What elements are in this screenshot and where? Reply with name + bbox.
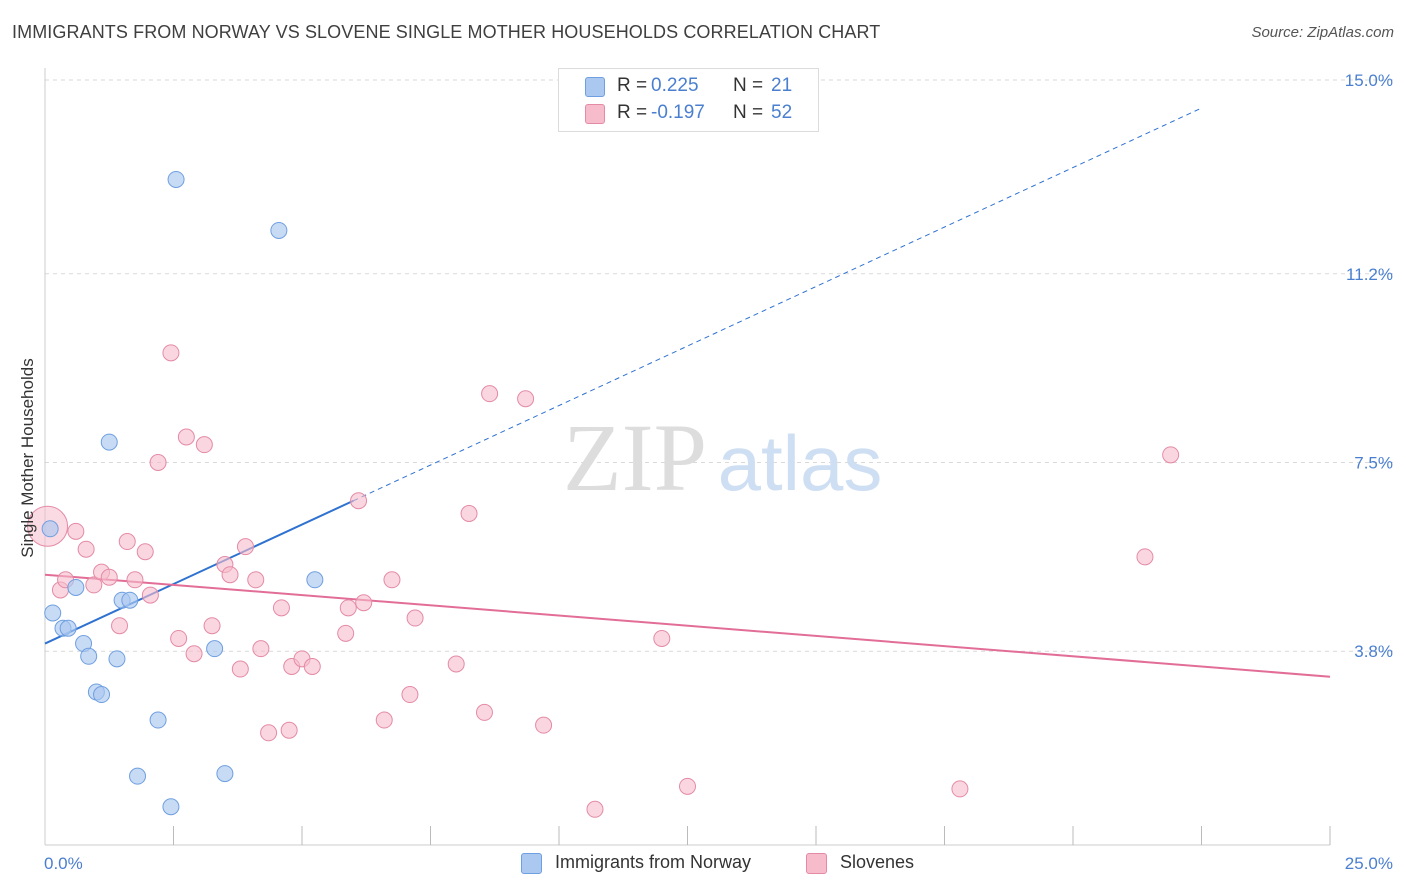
slovenes-point — [260, 724, 278, 742]
slovenes-point — [67, 522, 85, 540]
norway-trend-extension — [353, 107, 1202, 502]
y-tick-label: 3.8% — [1354, 642, 1393, 661]
y-tick-label: 7.5% — [1354, 454, 1393, 473]
bottom-legend-swatch-slovenes — [806, 853, 827, 874]
slovenes-point — [170, 629, 188, 647]
slovenes-point — [252, 640, 270, 658]
slovenes-point — [517, 390, 535, 408]
slovenes-point — [126, 571, 144, 589]
axes — [44, 68, 1331, 846]
slovenes-point — [236, 538, 254, 556]
slovenes-point — [475, 703, 493, 721]
norway-point — [44, 604, 62, 622]
legend-swatch-slovenes — [585, 104, 605, 124]
slovenes-point — [350, 492, 368, 510]
norway-point — [306, 571, 324, 589]
norway-point — [67, 578, 85, 596]
slovenes-point — [100, 568, 118, 586]
slovenes-point — [481, 385, 499, 403]
slovenes-point — [339, 599, 357, 617]
slovenes-point — [203, 617, 221, 635]
legend-n-value: 21 — [771, 75, 793, 96]
slovenes-point — [375, 711, 393, 729]
zipatlas-watermark: ZIP atlas — [563, 404, 882, 511]
gridlines — [45, 79, 1395, 652]
norway-point — [100, 433, 118, 451]
norway-point — [41, 520, 59, 538]
slovenes-point — [337, 624, 355, 642]
watermark-zip: ZIP — [563, 404, 707, 511]
slovenes-point — [118, 533, 136, 551]
norway-point — [167, 170, 185, 188]
slovenes-point — [535, 716, 553, 734]
slovenes-point — [447, 655, 465, 673]
norway-point — [129, 767, 147, 785]
slovenes-point — [221, 566, 239, 584]
y-axis-label: Single Mother Households — [18, 358, 37, 558]
watermark-atlas: atlas — [718, 419, 883, 507]
slovenes-point — [653, 629, 671, 647]
legend-r-label: R = — [617, 102, 648, 123]
norway-point — [270, 221, 288, 239]
legend-swatch-norway — [585, 77, 605, 97]
slovenes-point — [136, 543, 154, 561]
slovenes-point — [951, 780, 969, 798]
tick-labels: 3.8% 7.5% 11.2% 15.0% 0.0% 25.0% — [44, 71, 1393, 873]
source-credit: Source: ZipAtlas.com — [1251, 24, 1394, 41]
bottom-legend-swatch-norway — [521, 853, 542, 874]
slovenes-point — [272, 599, 290, 617]
slovenes-point — [85, 576, 103, 594]
legend-r-label: R = — [617, 75, 648, 96]
slovenes-point — [195, 436, 213, 454]
legend-n-label: N = — [733, 75, 764, 96]
slovenes-point — [1136, 548, 1154, 566]
slovenes-trend-line — [44, 573, 1331, 678]
slovenes-point — [141, 586, 159, 604]
slovenes-point — [406, 609, 424, 627]
trend-lines — [44, 107, 1331, 678]
bottom-legend-label-norway: Immigrants from Norway — [555, 852, 752, 872]
norway-point — [59, 619, 77, 637]
norway-point — [162, 798, 180, 816]
slovenes-point — [111, 617, 129, 635]
slovenes-point — [586, 800, 604, 818]
correlation-legend: R = 0.225 N = 21 R = -0.197 N = 52 — [558, 68, 819, 132]
x-tick-label: 25.0% — [1345, 854, 1393, 873]
slovenes-point — [401, 686, 419, 704]
legend-n-label: N = — [733, 102, 764, 123]
slovenes-point — [149, 454, 167, 471]
chart-title: IMMIGRANTS FROM NORWAY VS SLOVENE SINGLE… — [12, 22, 881, 42]
norway-point — [206, 640, 224, 658]
norway-point — [216, 765, 234, 783]
norway-trend-line — [44, 499, 354, 645]
legend-r-value: 0.225 — [651, 75, 699, 96]
slovenes-point — [679, 777, 696, 795]
slovenes-point — [162, 344, 180, 362]
y-tick-label: 15.0% — [1345, 71, 1393, 90]
data-points — [27, 170, 1180, 818]
slovenes-point — [185, 645, 203, 663]
bottom-legend-label-slovenes: Slovenes — [840, 852, 915, 872]
norway-point — [93, 686, 111, 704]
slovenes-point — [303, 658, 321, 675]
slovenes-point — [77, 540, 95, 558]
slovenes-point — [1162, 446, 1180, 464]
slovenes-point — [280, 721, 298, 739]
slovenes-point — [247, 571, 265, 589]
legend-n-value: 52 — [771, 102, 793, 123]
norway-point — [108, 650, 126, 668]
slovenes-point — [231, 660, 249, 678]
y-tick-label: 11.2% — [1346, 265, 1393, 284]
norway-point — [149, 711, 167, 729]
x-tick-label: 0.0% — [44, 854, 83, 873]
slovenes-point — [177, 428, 195, 446]
legend-r-value: -0.197 — [651, 102, 705, 123]
slovenes-point — [383, 571, 401, 589]
norway-point — [121, 591, 139, 609]
slovenes-point — [460, 505, 478, 522]
slovenes-point — [355, 594, 373, 612]
norway-point — [80, 647, 98, 665]
